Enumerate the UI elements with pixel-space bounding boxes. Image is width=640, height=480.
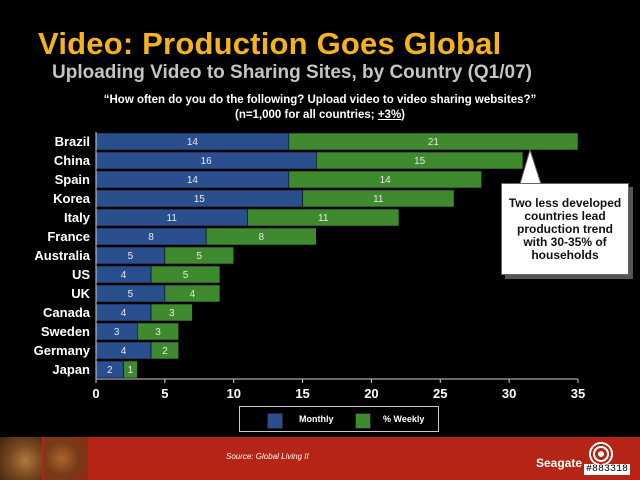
- bar-weekly-sweden: [137, 322, 179, 341]
- data-label: 14: [380, 175, 392, 186]
- data-label: 5: [128, 251, 134, 262]
- category-label: Germany: [34, 343, 91, 358]
- category-label: UK: [71, 286, 90, 301]
- category-label: Canada: [43, 305, 91, 320]
- globe-texture-image: [44, 437, 88, 480]
- category-label: Australia: [34, 248, 90, 263]
- x-tick-label: 15: [295, 386, 309, 401]
- category-label: France: [47, 229, 90, 244]
- bar-weekly-italy: [247, 208, 400, 227]
- image-id-label: #883318: [584, 464, 631, 475]
- data-label: 21: [428, 137, 440, 148]
- bar-weekly-france: [205, 227, 317, 246]
- data-label: 4: [190, 289, 196, 300]
- data-label: 4: [121, 270, 127, 281]
- survey-question: “How often do you do the following? Uplo…: [103, 94, 537, 106]
- data-label: 11: [373, 194, 384, 205]
- data-label: 3: [169, 308, 175, 319]
- bar-weekly-canada: [150, 303, 193, 322]
- bar-weekly-korea: [302, 189, 455, 208]
- slide-subtitle: Uploading Video to Sharing Sites, by Cou…: [52, 62, 532, 83]
- x-tick-label: 5: [161, 386, 168, 401]
- data-label: 3: [155, 327, 161, 338]
- slide-title: Video: Production Goes Global: [38, 26, 502, 61]
- category-label: Korea: [53, 191, 91, 206]
- category-label: Italy: [64, 210, 91, 225]
- x-tick-label: 0: [92, 386, 99, 401]
- data-label: 8: [148, 232, 154, 243]
- category-label: Spain: [55, 172, 90, 187]
- bar-weekly-china: [316, 151, 524, 170]
- legend-label-weekly: % Weekly: [383, 414, 425, 424]
- data-label: 14: [187, 137, 199, 148]
- data-label: 11: [318, 213, 329, 224]
- sample-size-note: (n=1,000 for all countries; +3%): [40, 109, 600, 121]
- margin-of-error: +3%: [377, 109, 402, 121]
- category-label: Japan: [52, 362, 90, 377]
- seagate-logo-icon: [588, 441, 614, 467]
- data-label: 16: [201, 156, 213, 167]
- data-label: 4: [121, 308, 127, 319]
- data-label: 1: [128, 365, 134, 376]
- data-label: 11: [167, 213, 178, 224]
- data-label: 5: [183, 270, 189, 281]
- globe-image: [0, 437, 42, 480]
- bar-weekly-australia: [164, 246, 235, 265]
- data-label: 2: [162, 346, 168, 357]
- data-label: 5: [128, 289, 134, 300]
- sample-size-prefix: (n=1,000 for all countries;: [234, 109, 378, 121]
- sample-size-suffix: ): [401, 109, 406, 121]
- bar-weekly-brazil: [288, 132, 579, 151]
- x-tick-label: 25: [433, 386, 447, 401]
- brand-name: Seagate: [536, 456, 583, 470]
- bar-weekly-spain: [288, 170, 482, 189]
- data-label: 15: [414, 156, 426, 167]
- category-label: China: [54, 153, 91, 168]
- data-label: 4: [121, 346, 127, 357]
- x-tick-label: 35: [571, 386, 585, 401]
- bar-weekly-germany: [150, 341, 179, 360]
- data-label: 3: [114, 327, 120, 338]
- x-tick-label: 30: [502, 386, 516, 401]
- category-label: Sweden: [41, 324, 90, 339]
- data-label: 8: [258, 232, 264, 243]
- footer-band: Source: Global Living II Seagate #883318: [0, 437, 640, 480]
- bar-weekly-us: [150, 265, 221, 284]
- category-label: US: [72, 267, 90, 282]
- data-label: 15: [194, 194, 206, 205]
- legend-label-monthly: Monthly: [299, 414, 334, 424]
- bar-weekly-uk: [164, 284, 221, 303]
- source-note: Source: Global Living II: [226, 452, 309, 461]
- legend-swatch-weekly: [355, 413, 371, 429]
- x-tick-label: 20: [364, 386, 378, 401]
- data-label: 14: [187, 175, 199, 186]
- callout-box: Two less developed countries lead produc…: [501, 183, 629, 275]
- bar-weekly-japan: [123, 360, 138, 379]
- legend-swatch-monthly: [267, 413, 283, 429]
- data-label: 5: [197, 251, 203, 262]
- data-label: 2: [107, 365, 113, 376]
- x-tick-label: 10: [226, 386, 240, 401]
- category-label: Brazil: [55, 134, 90, 149]
- chart-legend: Monthly % Weekly: [239, 406, 439, 432]
